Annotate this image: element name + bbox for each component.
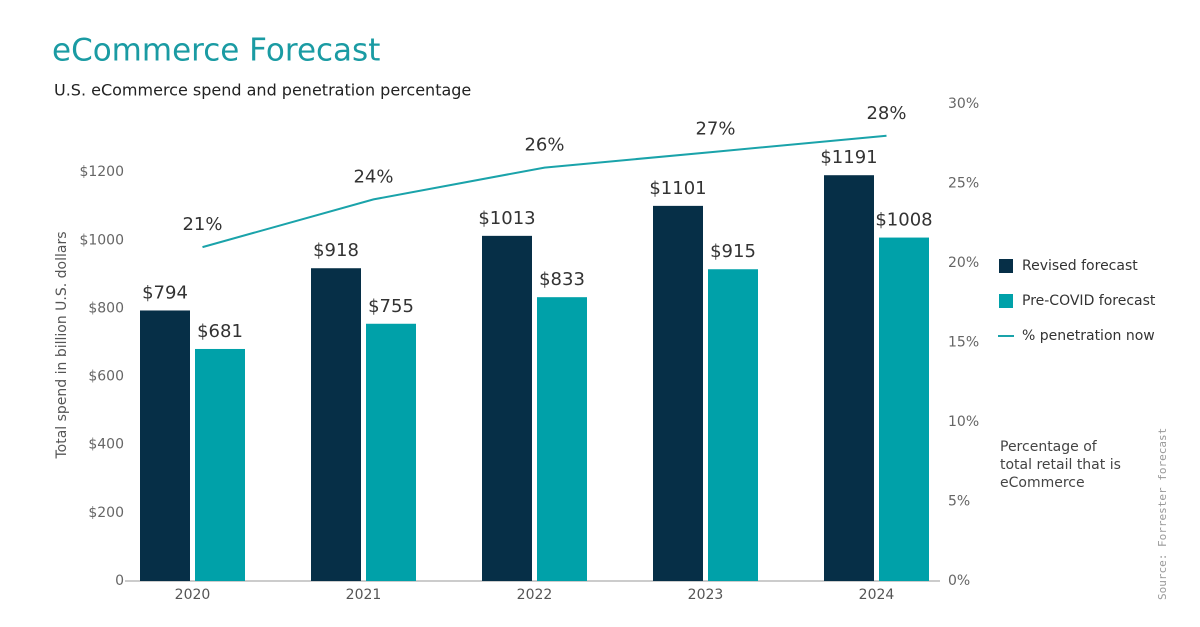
y-axis-label: Total spend in billion U.S. dollars [54,231,70,459]
line-value-label: 24% [353,166,393,187]
bar [482,235,532,581]
legend-label: % penetration now [1022,328,1155,344]
value-label: $1101 [649,178,706,199]
y2-tick-label: 20% [948,255,979,271]
line-value-label: 21% [182,214,222,235]
x-tick-label: 2022 [517,587,553,603]
y-tick-label: 0 [115,573,124,589]
value-label: $794 [142,282,188,303]
x-tick-label: 2024 [859,587,895,603]
chart-title: eCommerce Forecast [52,33,380,69]
y2-tick-label: 25% [948,176,979,192]
value-label: $918 [313,240,359,261]
x-tick-label: 2023 [688,587,724,603]
bar [311,268,361,581]
y-tick-label: $200 [88,505,124,521]
y2-tick-label: 15% [948,335,979,351]
line [202,134,887,249]
legend-label: Pre-COVID forecast [1022,293,1156,309]
annotation: Percentage of total retail that is eComm… [1000,439,1121,491]
y2-tick-label: 0% [948,573,970,589]
line-value-label: 26% [524,135,564,156]
value-label: $1191 [820,147,877,168]
value-label: $915 [710,241,756,262]
x-tick-label: 2020 [175,587,211,603]
x-tick-label: 2021 [346,587,382,603]
chart-subtitle: U.S. eCommerce spend and penetration per… [54,81,471,100]
line-value-label: 27% [695,119,735,140]
y-tick-label: $1000 [79,232,124,248]
y-tick-label: $800 [88,300,124,316]
bar [140,310,190,581]
value-label: $755 [368,296,414,317]
bar [195,348,245,581]
y2-tick-label: 30% [948,96,979,112]
bar [537,297,587,581]
bar [879,237,929,581]
y-tick-label: $600 [88,369,124,385]
bar [653,205,703,581]
y2-tick-label: 5% [948,494,970,510]
bar [366,323,416,581]
legend-swatch [999,259,1013,273]
bar [824,175,874,581]
value-label: $833 [539,269,585,290]
legend-swatch [999,294,1013,308]
value-label: $1013 [478,208,535,229]
line-value-label: 28% [866,103,906,124]
source-note: Source: Forrester forecast [1156,428,1169,600]
y-tick-label: $400 [88,437,124,453]
y2-tick-label: 10% [948,414,979,430]
value-label: $1008 [875,210,932,231]
value-label: $681 [197,321,243,342]
legend-label: Revised forecast [1022,258,1138,274]
y-tick-label: $1200 [79,164,124,180]
bar [708,269,758,581]
